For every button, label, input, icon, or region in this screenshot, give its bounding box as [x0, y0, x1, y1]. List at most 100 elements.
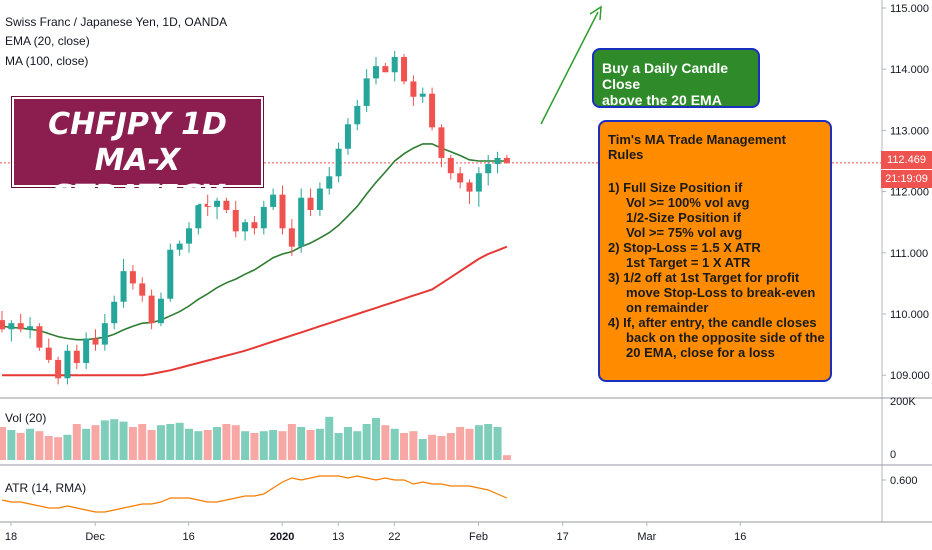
candle-body	[204, 203, 211, 207]
candle-body	[242, 222, 249, 232]
last-price-tag: 112.469	[881, 151, 932, 169]
candle-body	[176, 243, 183, 250]
rule-line: 1) Full Size Position if	[608, 180, 743, 195]
symbol-title: Swiss Franc / Japanese Yen, 1D, OANDA	[5, 15, 228, 29]
annotation-arrow	[540, 11, 599, 125]
volume-bar	[306, 430, 315, 460]
time-tick-label: 2020	[270, 531, 294, 543]
buy-callout-line1: Buy a Daily Candle Close	[602, 60, 729, 92]
volume-bar	[7, 430, 16, 460]
candle-body	[0, 320, 5, 330]
volume-bar	[343, 427, 352, 460]
candle-body	[260, 206, 267, 229]
volume-bar	[203, 430, 212, 460]
candle-body	[288, 228, 295, 247]
candle-body	[167, 249, 174, 299]
volume-tick-label: 200K	[890, 396, 916, 408]
candle-body	[494, 157, 501, 165]
volume-bar	[241, 431, 250, 460]
volume-bar	[110, 419, 119, 460]
volume-bar	[456, 427, 465, 460]
volume-bar	[409, 431, 418, 460]
candle-body	[101, 323, 108, 345]
strategy-title-box: CHFJPY 1D MA-X STRATEGY	[12, 97, 263, 214]
candle-body	[92, 338, 99, 345]
candle-body	[326, 176, 333, 189]
candle-body	[335, 148, 342, 177]
volume-bar	[465, 428, 474, 460]
rule-line: 2) Stop-Loss = 1.5 X ATR	[608, 240, 761, 255]
time-tick-label: Dec	[85, 531, 105, 543]
buy-callout-box: Buy a Daily Candle Close above the 20 EM…	[592, 48, 760, 108]
price-tick-label: 111.000	[890, 248, 928, 260]
time-tick-label: 18	[5, 531, 17, 543]
candle-body	[429, 93, 436, 128]
candle-body	[401, 56, 408, 82]
candle-body	[363, 78, 370, 106]
candle-body	[382, 66, 389, 73]
price-tick-label: 112.000	[890, 187, 929, 199]
buy-callout-line2: above the 20 EMA	[602, 92, 722, 108]
candle-body	[111, 301, 118, 324]
time-tick-label: 22	[388, 531, 400, 543]
volume-bar	[91, 425, 100, 460]
candle-body	[419, 93, 426, 97]
ema-indicator-label: EMA (20, close)	[5, 34, 90, 48]
volume-bar	[474, 425, 483, 460]
time-tick-label: Feb	[469, 531, 488, 543]
volume-bar	[278, 431, 287, 460]
volume-bar	[35, 431, 44, 460]
volume-bar	[353, 431, 362, 460]
candle-body	[129, 271, 136, 284]
candle-body	[17, 323, 24, 330]
volume-bar	[372, 418, 380, 460]
volume-bar	[175, 422, 184, 460]
volume-bar	[26, 428, 35, 460]
rule-line: back on the opposite side of the	[608, 330, 825, 345]
candle-body	[391, 56, 398, 73]
strategy-title-line2: MA-X STRATEGY	[51, 143, 224, 214]
volume-bar	[297, 427, 306, 460]
candle-body	[223, 200, 230, 210]
price-tick-label: 113.000	[890, 125, 929, 137]
rule-line: Vol >= 75% vol avg	[608, 225, 743, 240]
candle-body	[307, 197, 314, 210]
rule-line: Vol >= 100% vol avg	[608, 195, 750, 210]
volume-bar	[222, 424, 231, 460]
candle-body	[36, 326, 43, 348]
candle-body	[466, 182, 473, 192]
volume-bar	[493, 427, 502, 460]
candle-body	[139, 283, 146, 296]
volume-bar	[250, 433, 259, 460]
volume-bar	[128, 427, 137, 460]
candle-body	[157, 298, 164, 324]
candle-body	[55, 359, 62, 379]
volume-bar	[16, 433, 25, 460]
candle-body	[232, 209, 239, 232]
trade-rules-title: Tim's MA Trade Management Rules	[608, 132, 786, 162]
volume-bar	[166, 424, 175, 460]
candle-body	[83, 338, 90, 363]
rule-line: 1/2-Size Position if	[608, 210, 741, 225]
volume-bar	[484, 424, 493, 460]
time-tick-label: 17	[557, 531, 569, 543]
volume-bar	[231, 425, 240, 460]
rule-line: on remainder	[608, 300, 709, 315]
volume-bar	[269, 430, 278, 460]
time-tick-label: 16	[183, 531, 195, 543]
rule-line: 1st Target = 1 X ATR	[608, 255, 751, 270]
volume-bar	[502, 455, 511, 460]
volume-bar	[63, 434, 72, 460]
candle-body	[344, 124, 351, 149]
countdown-tag: 21:19:09	[881, 170, 932, 188]
time-tick-label: Mar	[637, 531, 656, 543]
annotation-arrowhead	[589, 5, 602, 21]
rule-line: 4) If, after entry, the candle closes	[608, 315, 817, 330]
candle-body	[298, 197, 305, 247]
atr-tick-label: 0.600	[890, 475, 918, 487]
candle-body	[316, 188, 323, 210]
trade-rules-box: Tim's MA Trade Management Rules 1) Full …	[598, 120, 832, 382]
ma100-line	[2, 245, 508, 377]
price-tick-label: 110.000	[890, 309, 929, 321]
